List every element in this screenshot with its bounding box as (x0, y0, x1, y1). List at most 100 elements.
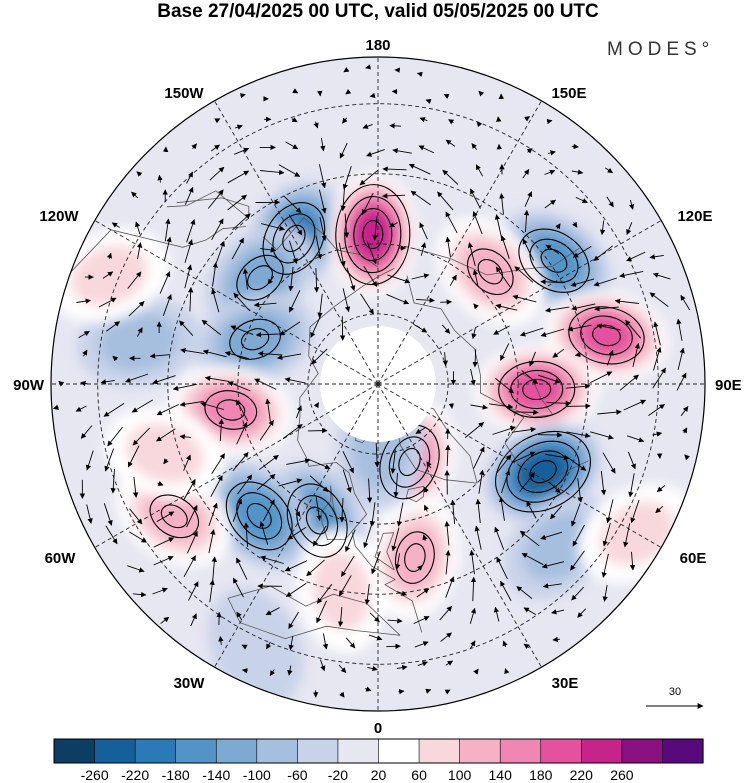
contour-line (398, 447, 421, 477)
wind-arrow (156, 404, 179, 416)
wind-arrow (288, 266, 294, 292)
wind-arrow (512, 451, 536, 463)
wind-arrow (552, 348, 565, 358)
wind-arrow (415, 427, 426, 434)
contour-line (246, 502, 272, 529)
wind-arrow (498, 496, 505, 521)
meridian-line (214, 383, 379, 668)
wind-arrow (209, 579, 215, 603)
wind-arrow (629, 551, 636, 571)
wind-arrow (339, 142, 348, 159)
wind-arrow (276, 353, 302, 360)
colorbar-tick-label: 180 (529, 767, 553, 783)
wind-arrow (389, 222, 398, 228)
wind-arrow (500, 235, 510, 259)
polar-map[interactable] (36, 57, 713, 721)
wind-arrow (541, 561, 565, 569)
wind-arrow (259, 169, 285, 176)
contour-line (394, 531, 435, 584)
wind-arrow (279, 321, 301, 336)
wind-arrow (577, 608, 587, 618)
wind-arrow (470, 404, 489, 410)
wind-arrow (156, 428, 176, 442)
contour-line (529, 238, 579, 283)
wind-arrow (232, 577, 244, 598)
wind-arrow (367, 665, 378, 672)
wind-arrow (512, 294, 537, 303)
wind-arrow (291, 117, 298, 123)
wind-arrow (232, 213, 251, 231)
colorbar-tick-label: 20 (371, 767, 387, 783)
lon-label-90e: 90E (715, 377, 742, 394)
wind-arrow (590, 431, 614, 440)
colorbar-swatch (540, 738, 582, 764)
wind-arrow (552, 636, 561, 643)
wind-arrow (202, 349, 227, 358)
wind-arrow (132, 477, 139, 498)
colorbar-tick-label: -260 (81, 767, 109, 783)
anomaly-blob (599, 501, 675, 566)
wind-arrow (417, 661, 429, 667)
wind-arrow (606, 196, 614, 208)
wind-arrow (180, 347, 205, 355)
wind-arrow (183, 454, 191, 471)
wind-arrow (295, 405, 302, 419)
wind-arrow (514, 409, 539, 416)
wind-arrow (200, 401, 225, 410)
wind-arrow (127, 445, 140, 468)
wind-arrow (623, 399, 647, 411)
wind-arrow (340, 186, 346, 212)
wind-arrow (656, 485, 666, 493)
wind-arrow (445, 444, 451, 467)
wind-arrow (127, 565, 145, 573)
wind-arrow (288, 611, 299, 629)
wind-arrow (267, 275, 275, 285)
wind-arrow (231, 237, 244, 260)
wind-arrow (521, 370, 538, 385)
wind-arrow (652, 431, 663, 437)
wind-arrow (269, 669, 276, 677)
wind-arrow (342, 451, 354, 474)
wind-arrow (604, 167, 614, 174)
wind-arrow (287, 665, 293, 676)
colorbar-tick-label: 220 (570, 767, 594, 783)
wind-arrow (652, 272, 671, 280)
wind-arrow (162, 293, 172, 316)
wind-arrow (387, 618, 403, 624)
wind-arrow (574, 351, 581, 358)
wind-arrow (476, 121, 483, 128)
wind-arrow (414, 641, 429, 648)
wind-arrow (680, 294, 691, 311)
meridian-line (377, 100, 542, 385)
wind-arrow (492, 426, 516, 435)
wind-arrow (474, 525, 482, 550)
wind-arrow (546, 118, 553, 125)
wind-arrow (288, 636, 294, 651)
wind-arrow (211, 288, 220, 313)
wind-arrow (448, 119, 455, 125)
wind-arrow (630, 499, 640, 524)
wind-arrow (605, 499, 614, 524)
wind-arrow (152, 587, 168, 595)
contour-line (282, 224, 306, 253)
wind-arrow (136, 242, 143, 260)
wind-arrow (600, 470, 607, 496)
wind-arrow (494, 526, 505, 550)
meridian-line (214, 100, 379, 385)
wind-arrow (234, 124, 243, 130)
wind-arrow (183, 555, 196, 578)
wind-arrow (359, 169, 379, 186)
wind-arrow (542, 583, 562, 589)
wind-arrow (309, 475, 329, 493)
wind-arrow (208, 529, 216, 554)
meridian-line (377, 383, 542, 668)
wind-arrow (78, 330, 90, 339)
wind-arrow (411, 273, 430, 280)
wind-arrow (179, 400, 204, 407)
wind-arrow (470, 369, 476, 386)
wind-arrow (655, 505, 664, 514)
wind-arrow (190, 613, 197, 627)
wind-arrow (103, 503, 113, 526)
wind-arrow (310, 315, 322, 338)
